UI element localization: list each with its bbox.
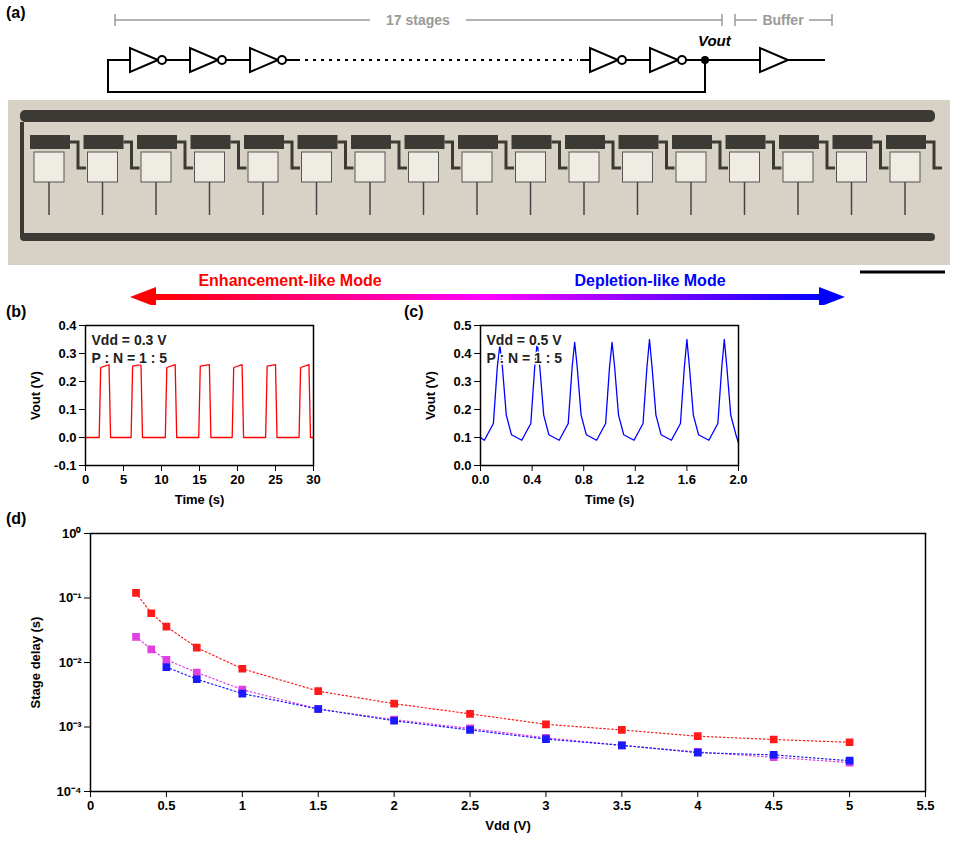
svg-text:10⁻⁴: 10⁻⁴ [57, 784, 82, 799]
svg-text:0.2: 0.2 [453, 402, 471, 417]
svg-text:4: 4 [694, 798, 702, 813]
svg-text:5.5: 5.5 [916, 798, 934, 813]
svg-text:15: 15 [192, 472, 206, 487]
svg-text:20: 20 [230, 472, 244, 487]
svg-text:1: 1 [239, 798, 246, 813]
svg-text:2.0: 2.0 [729, 472, 747, 487]
html-text:(c): (c) [404, 303, 424, 320]
svg-text:0.8: 0.8 [575, 472, 593, 487]
svg-text:10⁻²: 10⁻² [59, 655, 82, 670]
svg-text:Vdd = 0.5 V: Vdd = 0.5 V [487, 332, 563, 348]
svg-text:0.0: 0.0 [453, 458, 471, 473]
svg-text:0.3: 0.3 [453, 374, 471, 389]
svg-text:0.3: 0.3 [58, 346, 76, 361]
svg-text:P : N = 1 : 5: P : N = 1 : 5 [92, 350, 168, 366]
svg-text:2.5: 2.5 [461, 798, 479, 813]
svg-text:Enhancement-like Mode: Enhancement-like Mode [198, 272, 381, 289]
svg-text:Vout (V): Vout (V) [28, 371, 43, 420]
svg-text:5: 5 [120, 472, 127, 487]
svg-text:0.1: 0.1 [453, 430, 471, 445]
svg-text:0.4: 0.4 [523, 472, 542, 487]
svg-text:Vdd (V): Vdd (V) [485, 818, 531, 833]
svg-text:17 stages: 17 stages [386, 12, 450, 28]
svg-text:25: 25 [268, 472, 282, 487]
svg-text:0: 0 [87, 798, 94, 813]
svg-text:30: 30 [306, 472, 320, 487]
svg-text:0: 0 [82, 472, 89, 487]
svg-text:10: 10 [154, 472, 168, 487]
svg-text:Time (s): Time (s) [585, 492, 635, 507]
svg-text:Depletion-like Mode: Depletion-like Mode [574, 272, 725, 289]
svg-text:Stage delay (s): Stage delay (s) [28, 617, 43, 709]
html-text:(d): (d) [6, 510, 27, 527]
svg-text:2: 2 [391, 798, 398, 813]
svg-text:Vdd = 0.3 V: Vdd = 0.3 V [92, 332, 168, 348]
svg-text:10⁻¹: 10⁻¹ [59, 590, 82, 605]
svg-text:0.1: 0.1 [58, 402, 76, 417]
svg-text:(a): (a) [6, 4, 26, 21]
svg-text:0.2: 0.2 [58, 374, 76, 389]
svg-text:0.4: 0.4 [453, 346, 472, 361]
svg-text:P : N = 1 : 5: P : N = 1 : 5 [487, 350, 563, 366]
svg-text:-0.1: -0.1 [54, 458, 76, 473]
svg-text:1.5: 1.5 [309, 798, 327, 813]
svg-text:Buffer: Buffer [762, 12, 804, 28]
html-text:(b): (b) [6, 303, 27, 320]
svg-text:4.5: 4.5 [765, 798, 783, 813]
svg-text:0.4: 0.4 [58, 318, 77, 333]
svg-text:0.5: 0.5 [453, 318, 471, 333]
svg-text:0.0: 0.0 [471, 472, 489, 487]
svg-text:1.6: 1.6 [678, 472, 696, 487]
svg-text:3: 3 [542, 798, 549, 813]
svg-text:3.5: 3.5 [613, 798, 631, 813]
svg-text:Vout: Vout [698, 32, 732, 49]
svg-text:10⁻³: 10⁻³ [59, 719, 82, 734]
svg-text:1.2: 1.2 [626, 472, 644, 487]
svg-text:Time (s): Time (s) [175, 492, 225, 507]
svg-text:Vout (V): Vout (V) [423, 371, 438, 420]
svg-text:0.5: 0.5 [157, 798, 175, 813]
svg-text:5: 5 [846, 798, 853, 813]
svg-text:10⁰: 10⁰ [62, 526, 81, 541]
svg-text:0.0: 0.0 [58, 430, 76, 445]
